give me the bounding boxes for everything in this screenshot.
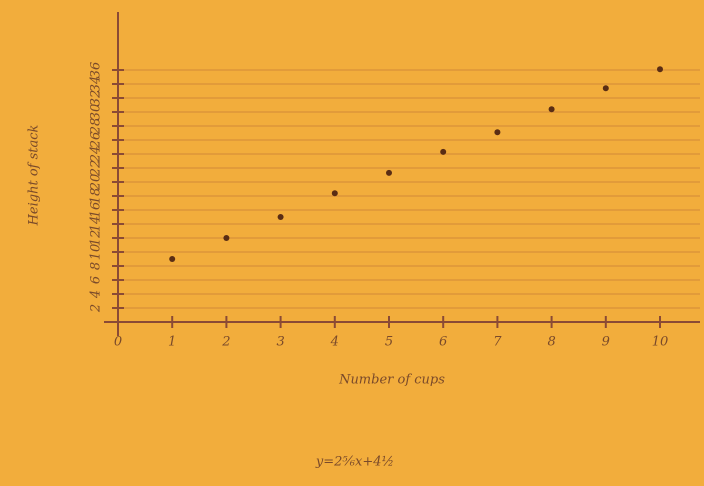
y-tick-label: 32 [89, 90, 104, 107]
y-tick-label: 20 [89, 174, 104, 192]
y-tick-label: 8 [89, 262, 104, 270]
y-tick-label: 14 [89, 216, 104, 233]
x-tick-label: 8 [547, 335, 555, 350]
point [223, 235, 230, 241]
point [169, 256, 176, 262]
equation: y=2⅚x+4½ [315, 455, 394, 470]
x-tick-label: 1 [168, 335, 176, 350]
y-tick-label: 6 [89, 276, 104, 284]
point [602, 85, 609, 92]
y-tick-label: 36 [89, 62, 104, 79]
x-tick-label: 3 [276, 335, 284, 350]
x-tick-label: 7 [493, 335, 502, 350]
y-tick-label: 12 [89, 230, 104, 247]
point [277, 214, 284, 220]
y-tick-label: 34 [89, 76, 104, 93]
y-tick-label: 18 [89, 188, 104, 205]
y-tick-label: 28 [89, 118, 104, 136]
point [440, 148, 447, 155]
y-tick-label: 30 [89, 104, 104, 121]
y-tick-label: 10 [89, 244, 104, 261]
y-tick-label: 16 [89, 202, 104, 219]
y-tick-label: 24 [89, 146, 104, 164]
x-tick-label: 5 [385, 335, 393, 350]
point [331, 190, 338, 197]
x-tick-label: 9 [602, 335, 610, 350]
y-tick-label: 26 [89, 132, 104, 150]
x-axis-label: Number of cups [338, 373, 445, 388]
x-tick-label: 4 [330, 335, 339, 350]
x-tick-label: 0 [114, 335, 122, 350]
x-tick-label: 6 [439, 335, 447, 350]
point [386, 169, 392, 176]
y-tick-label: 4 [89, 290, 104, 299]
point [657, 66, 663, 73]
y-tick-label: 22 [89, 160, 104, 178]
point [548, 106, 555, 113]
y-tick-label: 2 [89, 304, 104, 313]
x-tick-label: 10 [652, 335, 669, 350]
point [494, 129, 501, 136]
x-tick-label: 2 [221, 335, 230, 350]
y-axis-label: Height of stack [27, 124, 42, 226]
